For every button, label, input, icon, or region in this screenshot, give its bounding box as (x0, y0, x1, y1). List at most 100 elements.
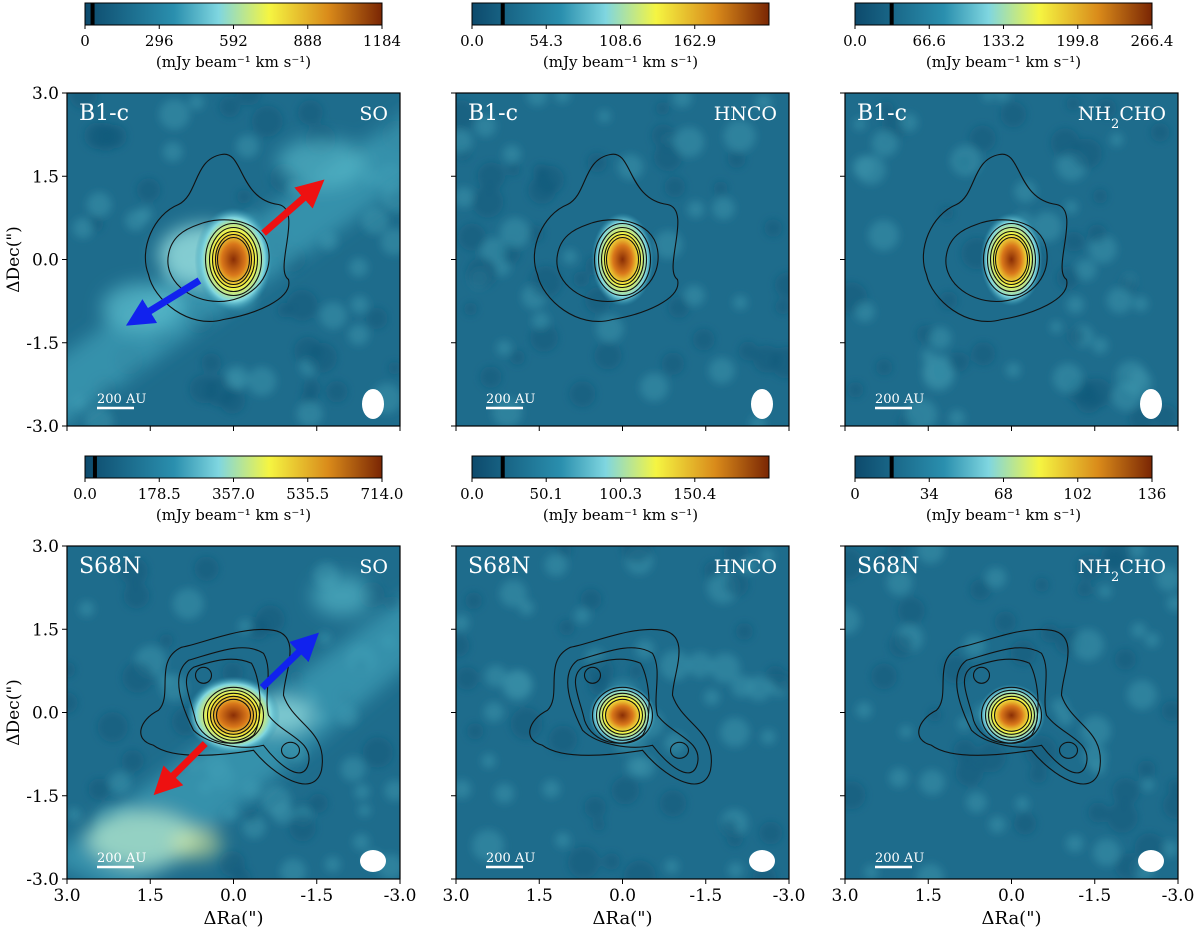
noise-blob (659, 790, 687, 817)
noise-blob (661, 352, 685, 375)
noise-blob (494, 783, 515, 804)
contour-line (987, 692, 1036, 738)
colorbar-threshold-marker (92, 456, 97, 478)
contour-line (601, 695, 644, 735)
noise-blob (78, 601, 95, 617)
noise-blob (121, 749, 144, 772)
x-tick-label: -3.0 (384, 886, 417, 906)
noise-blob (868, 219, 899, 251)
noise-blob (162, 142, 183, 162)
noise-blob (474, 115, 497, 137)
noise-blob (966, 792, 987, 813)
contour-line (922, 153, 1068, 322)
noise-blob (492, 397, 523, 426)
contour-line (211, 230, 256, 289)
noise-blob (1080, 715, 1111, 746)
contour-line (202, 686, 265, 744)
noise-blob (1101, 546, 1132, 571)
colorbar-threshold-marker (889, 3, 894, 25)
axis-ticks (840, 545, 1179, 884)
noise-blob (889, 768, 909, 788)
noise-blob (845, 548, 864, 581)
y-tick-label: 3.0 (32, 537, 59, 557)
x-tick-label: -3.0 (773, 886, 806, 906)
noise-blob (1050, 320, 1063, 334)
map-image: 200 AU B1-c HNCO (456, 93, 789, 426)
noise-blob (653, 230, 683, 259)
noise-blob (653, 143, 682, 172)
contour-line (212, 695, 255, 735)
panel-b1-c-so: 200 AU B1-c SO 3.0 1.5 0.0 -1.5 -3.0 ΔDec(") (4, 84, 401, 437)
noise-blob (668, 296, 690, 319)
noise-blob (458, 223, 486, 251)
noise-blob (775, 299, 789, 315)
noise-blob (456, 129, 473, 154)
noise-blob (237, 189, 252, 204)
noise-blob (502, 144, 521, 163)
noise-blob (994, 611, 1017, 633)
y-tick-label: 0.0 (32, 251, 59, 271)
noise-blob (326, 380, 348, 403)
contour-line (598, 692, 647, 738)
noise-blob (1114, 648, 1137, 671)
noise-blob (770, 346, 789, 379)
colorbar-tick-label: 296 (145, 32, 174, 50)
noise-blob (764, 219, 783, 238)
noise-blob (651, 124, 675, 148)
panel-b1-c-nh2cho: 200 AU B1-c NH2CHO (840, 92, 1179, 431)
noise-blob (380, 228, 400, 256)
contour-line (583, 666, 602, 684)
noise-blob (350, 295, 369, 314)
noise-blob (297, 100, 323, 126)
noise-blob (950, 145, 982, 177)
source-label: S68N (468, 554, 530, 579)
beam-ellipse (360, 850, 386, 872)
contour-line (956, 647, 1088, 774)
colorbar-tick-label: 102 (1063, 485, 1092, 503)
noise-blob (219, 388, 246, 414)
noise-blob (555, 832, 571, 848)
noise-blob (1077, 581, 1093, 597)
noise-blob (1106, 802, 1138, 833)
noise-blob (664, 176, 686, 198)
noise-blob (354, 783, 370, 800)
noise-blob (464, 302, 478, 316)
noise-blob (226, 372, 244, 390)
noise-blob (562, 249, 578, 265)
contour-line (204, 223, 263, 296)
contour-line (593, 223, 652, 296)
noise-blob (1015, 796, 1030, 811)
noise-blob (708, 357, 735, 384)
colorbar: 0.0 178.5 357.0 535.5 714.0 (mJy beam⁻¹ km s⁻… (73, 455, 404, 524)
noise-blob (871, 663, 897, 690)
colorbar: 0.0 54.3 108.6 162.9 (mJy beam⁻¹ km s⁻¹) (460, 2, 770, 71)
noise-blob (1029, 765, 1048, 784)
noise-blob (366, 307, 388, 330)
noise-blob (510, 350, 525, 365)
colorbar-tick-label: 108.6 (599, 32, 642, 50)
noise-blob (975, 742, 1006, 773)
noise-blob (713, 181, 728, 196)
noise-texture (456, 93, 789, 426)
noise-blob (664, 859, 679, 874)
scale-bar-label: 200 AU (875, 392, 924, 407)
molecule-label: NH2CHO (1078, 556, 1166, 585)
noise-blob (194, 556, 219, 582)
noise-blob (1014, 180, 1037, 203)
noise-blob (496, 340, 512, 356)
noise-blob (160, 674, 188, 702)
continuum-contours (529, 628, 712, 785)
noise-blob (526, 93, 548, 107)
noise-blob (362, 737, 393, 768)
noise-blob (507, 163, 520, 176)
colorbar: 0 296 592 888 1184 (mJy beam⁻¹ km s⁻¹) (80, 2, 401, 71)
noise-blob (1076, 554, 1102, 581)
noise-blob (318, 631, 332, 645)
noise-blob (1142, 778, 1155, 792)
molecule-label: SO (359, 103, 388, 125)
noise-blob (481, 753, 496, 769)
colorbar-tick-label: 714.0 (361, 485, 404, 503)
noise-blob (1025, 735, 1058, 768)
noise-blob (774, 272, 789, 298)
